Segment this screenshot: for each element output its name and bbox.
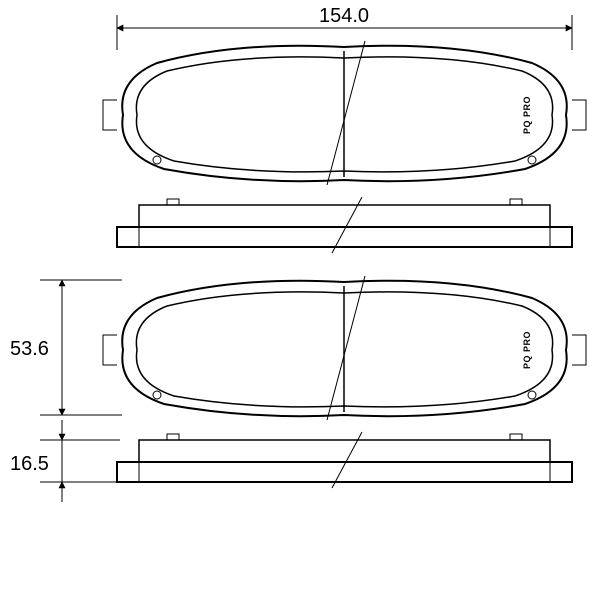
dimension-height: 53.6 [10, 280, 122, 415]
dimension-width: 154.0 [117, 5, 572, 50]
dim-width-value: 154.0 [319, 5, 369, 27]
pad-side-bottom [117, 432, 572, 488]
pad-side-top [117, 197, 572, 253]
brand-label-pad2: PQ PRO [522, 331, 532, 369]
dimension-thickness: 16.5 [10, 420, 120, 502]
pad-face-top [103, 41, 586, 185]
brake-pad-tech-drawing: 154.0 PQ PRO PQ PRO 53.6 16.5 [0, 0, 600, 600]
brand-label-pad1: PQ PRO [522, 96, 532, 134]
dim-height-value: 53.6 [10, 338, 49, 360]
dim-thickness-value: 16.5 [10, 453, 49, 475]
pad-face-bottom [103, 276, 586, 420]
